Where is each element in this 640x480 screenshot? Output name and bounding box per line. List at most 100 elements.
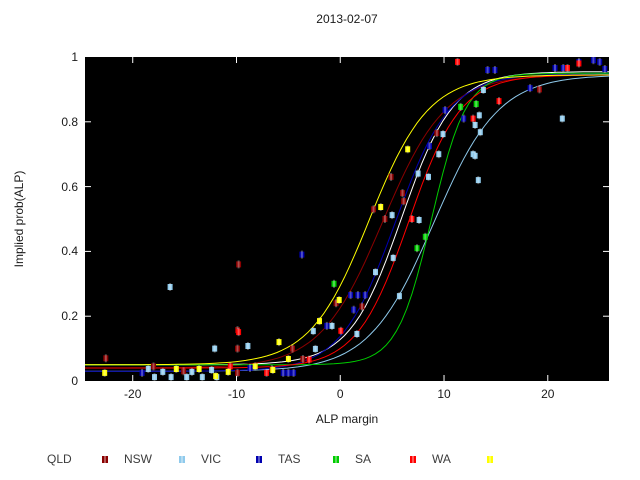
point-vic	[348, 291, 354, 300]
legend-label: QLD	[47, 452, 72, 466]
point-qld	[401, 197, 407, 206]
point-qld	[333, 299, 339, 308]
point-qld	[151, 362, 156, 371]
point-nsw	[184, 373, 190, 381]
x-tick-label: 20	[541, 387, 555, 401]
point-nsw	[472, 151, 478, 160]
point-tas	[458, 102, 464, 111]
legend-marker	[256, 454, 262, 464]
legend-item-qld: QLD	[47, 452, 124, 466]
curve-tas	[85, 72, 609, 366]
point-wa	[196, 365, 202, 373]
chart-title: 2013-02-07	[316, 12, 378, 26]
point-nsw	[373, 268, 378, 277]
legend: QLD NSW VIC TAS SA WA	[47, 452, 509, 466]
legend-label: VIC	[201, 452, 222, 466]
point-nsw	[480, 86, 486, 94]
legend-marker	[410, 454, 416, 464]
point-nsw	[415, 169, 421, 178]
point-vic	[355, 291, 361, 300]
y-tick-label: 0.2	[61, 309, 78, 324]
point-qld	[400, 189, 405, 198]
x-axis-label: ALP margin	[315, 412, 379, 426]
x-tick-label: -10	[227, 387, 246, 401]
y-tick-label: 0.8	[61, 114, 78, 129]
point-vic	[324, 321, 330, 330]
legend-marker	[102, 454, 108, 464]
point-vic	[560, 64, 566, 72]
y-tick-label: 0	[71, 374, 78, 388]
legend-item-wa: WA	[432, 452, 509, 466]
point-wa	[336, 296, 342, 304]
point-vic	[590, 57, 596, 65]
point-vic	[291, 368, 297, 377]
point-sa	[338, 326, 344, 335]
legend-label: WA	[432, 452, 451, 466]
y-tick-label: 1	[71, 50, 78, 64]
legend-marker	[487, 454, 493, 464]
x-tick-label: 10	[437, 387, 451, 401]
point-vic	[280, 368, 286, 377]
point-vic	[492, 66, 498, 74]
y-tick-label: 0.6	[61, 179, 78, 194]
point-qld	[434, 129, 440, 138]
point-qld	[371, 205, 376, 214]
point-nsw	[245, 342, 251, 350]
point-nsw	[312, 344, 318, 353]
point-wa	[213, 372, 219, 381]
point-vic	[285, 368, 291, 377]
point-vic	[247, 364, 253, 372]
point-qld	[382, 215, 388, 223]
point-qld	[359, 302, 365, 311]
point-vic	[351, 305, 357, 314]
point-sa	[264, 368, 270, 377]
legend-item-nsw: NSW	[124, 452, 201, 466]
point-nsw	[396, 292, 402, 301]
point-vic	[552, 64, 558, 72]
point-qld	[537, 85, 542, 94]
x-tick-label: -20	[124, 387, 142, 401]
curve-sa	[85, 74, 609, 369]
point-nsw	[209, 366, 215, 374]
point-vic	[139, 368, 145, 377]
point-wa	[405, 145, 411, 154]
point-nsw	[310, 327, 316, 336]
point-qld	[236, 260, 242, 269]
point-nsw	[426, 172, 431, 181]
point-qld	[388, 172, 394, 181]
point-sa	[409, 215, 415, 223]
point-wa	[270, 366, 276, 374]
point-wa	[102, 368, 108, 377]
point-nsw	[152, 373, 157, 381]
point-sa	[496, 97, 502, 106]
y-tick-label: 0.4	[61, 244, 78, 259]
point-nsw	[559, 114, 565, 123]
point-wa	[378, 203, 384, 211]
point-sa	[236, 328, 242, 337]
curve-wa	[85, 74, 609, 366]
point-wa	[225, 367, 231, 376]
point-wa	[252, 362, 258, 371]
point-wa	[285, 355, 291, 363]
point-nsw	[440, 130, 446, 139]
point-qld	[290, 344, 295, 353]
point-sa	[227, 362, 233, 371]
point-wa	[317, 317, 322, 326]
point-nsw	[160, 367, 166, 376]
point-nsw	[167, 283, 173, 291]
point-tas	[473, 100, 479, 108]
point-nsw	[390, 253, 396, 262]
point-nsw	[476, 111, 482, 120]
point-nsw	[354, 330, 360, 338]
point-vic	[602, 65, 608, 73]
point-nsw	[416, 216, 422, 224]
legend-label: TAS	[278, 452, 301, 466]
point-qld	[103, 354, 109, 363]
point-nsw	[145, 365, 151, 373]
point-wa	[276, 338, 282, 347]
point-qld	[235, 368, 240, 377]
point-nsw	[168, 373, 174, 381]
legend-item-tas: TAS	[278, 452, 355, 466]
point-vic	[427, 142, 432, 151]
